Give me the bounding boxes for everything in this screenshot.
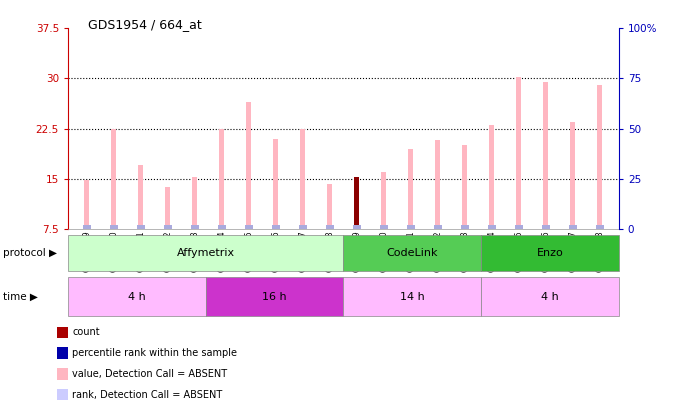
Bar xyxy=(68,235,343,271)
Bar xyxy=(84,180,89,229)
Bar xyxy=(571,122,575,229)
Text: 4 h: 4 h xyxy=(128,292,146,302)
Bar xyxy=(568,225,577,229)
Bar xyxy=(190,225,199,229)
Bar xyxy=(381,172,386,229)
Bar xyxy=(409,149,413,229)
Bar xyxy=(245,225,253,229)
Text: percentile rank within the sample: percentile rank within the sample xyxy=(72,348,237,358)
Bar xyxy=(379,225,388,229)
Text: rank, Detection Call = ABSENT: rank, Detection Call = ABSENT xyxy=(72,390,222,400)
Bar xyxy=(343,235,481,271)
Bar xyxy=(328,184,333,229)
Bar xyxy=(57,347,68,359)
Bar xyxy=(271,225,280,229)
Bar xyxy=(68,277,206,316)
Bar xyxy=(352,225,361,229)
Text: GDS1954 / 664_at: GDS1954 / 664_at xyxy=(88,18,202,31)
Text: value, Detection Call = ABSENT: value, Detection Call = ABSENT xyxy=(72,369,228,379)
Bar xyxy=(488,225,496,229)
Bar xyxy=(517,77,522,229)
Bar xyxy=(596,225,605,229)
Text: protocol ▶: protocol ▶ xyxy=(3,248,57,258)
Bar xyxy=(407,225,415,229)
Bar xyxy=(82,225,91,229)
Bar xyxy=(57,327,68,338)
Bar xyxy=(137,225,146,229)
Bar xyxy=(515,225,524,229)
Text: count: count xyxy=(72,327,100,337)
Text: CodeLink: CodeLink xyxy=(386,248,438,258)
Text: 4 h: 4 h xyxy=(541,292,559,302)
Bar xyxy=(218,225,226,229)
Bar xyxy=(246,102,252,229)
Bar xyxy=(541,225,550,229)
Bar xyxy=(57,368,68,379)
Bar xyxy=(354,177,359,229)
Bar xyxy=(462,145,467,229)
Bar xyxy=(220,129,224,229)
Bar xyxy=(109,225,118,229)
Bar xyxy=(434,225,442,229)
Bar xyxy=(165,187,170,229)
Bar xyxy=(598,85,602,229)
Bar xyxy=(206,277,343,316)
Bar xyxy=(343,277,481,316)
Bar xyxy=(57,389,68,400)
Bar xyxy=(301,129,305,229)
Bar xyxy=(192,177,197,229)
Text: 14 h: 14 h xyxy=(400,292,424,302)
Bar xyxy=(460,225,469,229)
Text: Affymetrix: Affymetrix xyxy=(177,248,235,258)
Bar xyxy=(112,129,116,229)
Bar xyxy=(299,225,307,229)
Bar xyxy=(435,140,441,229)
Bar xyxy=(481,235,619,271)
Bar xyxy=(326,225,335,229)
Text: Enzo: Enzo xyxy=(537,248,563,258)
Bar xyxy=(273,139,278,229)
Bar xyxy=(543,82,548,229)
Bar xyxy=(481,277,619,316)
Bar xyxy=(163,225,172,229)
Bar xyxy=(490,125,494,229)
Bar xyxy=(139,165,143,229)
Text: 16 h: 16 h xyxy=(262,292,287,302)
Text: time ▶: time ▶ xyxy=(3,292,38,302)
